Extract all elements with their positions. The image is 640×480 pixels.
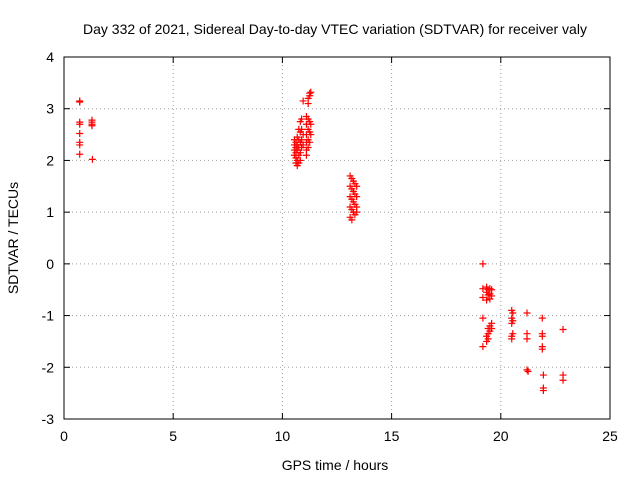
grid: [64, 57, 610, 419]
y-tick-label: 0: [46, 256, 54, 272]
y-tick-label: -3: [42, 411, 55, 427]
data-point: [479, 314, 487, 322]
data-point: [509, 330, 517, 338]
data-point: [298, 136, 306, 144]
data-point: [76, 98, 84, 106]
data-point: [353, 208, 361, 216]
y-tick-label: 3: [46, 101, 54, 117]
data-point: [88, 155, 96, 163]
data-point: [488, 292, 496, 300]
data-point: [523, 366, 531, 374]
data-point: [296, 156, 304, 164]
data-point: [353, 182, 361, 190]
plot-frame: [63, 56, 611, 420]
data-point: [88, 122, 96, 130]
data-point: [306, 138, 314, 146]
data-point: [299, 97, 307, 105]
data-point: [509, 317, 517, 325]
data-point: [76, 141, 84, 149]
data-point: [298, 115, 306, 123]
tick-labels: 0 5 10 15 20 25 -3 -2 -1 0 1 2 3 4: [42, 49, 618, 444]
data-point: [524, 367, 532, 375]
y-tick-label: 2: [46, 152, 54, 168]
data-point: [296, 149, 304, 157]
data-point: [76, 150, 84, 158]
x-tick-label: 25: [602, 428, 618, 444]
data-point: [304, 144, 312, 151]
x-axis-label: GPS time / hours: [282, 457, 389, 473]
data-point: [479, 285, 487, 293]
data-point: [523, 309, 531, 317]
data-point: [302, 151, 310, 159]
data-point: [508, 335, 516, 343]
x-tick-label: 0: [60, 428, 68, 444]
data-point: [348, 216, 356, 224]
data-point: [307, 120, 315, 128]
data-point: [523, 335, 531, 343]
data-point: [486, 295, 494, 303]
data-point: [559, 376, 567, 384]
data-point: [539, 371, 547, 379]
axis-ticks: [63, 56, 611, 420]
y-axis-label: SDTVAR / TECUs: [5, 182, 21, 294]
y-tick-label: 1: [46, 204, 54, 220]
data-point: [538, 314, 546, 322]
data-point: [488, 325, 496, 332]
x-tick-label: 10: [275, 428, 291, 444]
data-point: [509, 309, 517, 317]
data-point: [353, 193, 361, 201]
data-point: [76, 120, 84, 128]
chart-title: Day 332 of 2021, Sidereal Day-to-day VTE…: [83, 21, 587, 37]
x-tick-label: 20: [493, 428, 509, 444]
data-point: [488, 286, 496, 294]
data-point: [306, 92, 314, 100]
data-point: [479, 260, 487, 268]
data-point: [484, 335, 492, 343]
data-point: [298, 125, 306, 133]
data-point: [479, 343, 487, 351]
y-tick-label: -2: [42, 359, 55, 375]
x-tick-label: 15: [384, 428, 400, 444]
data-point: [538, 345, 546, 353]
x-tick-label: 5: [169, 428, 177, 444]
y-tick-label: 4: [46, 49, 54, 65]
data-point: [559, 326, 567, 334]
data-point: [304, 100, 312, 108]
data-point: [539, 387, 547, 395]
data-point: [307, 88, 315, 96]
y-tick-label: -1: [42, 308, 55, 324]
data-point: [483, 296, 491, 304]
data-points: [76, 88, 567, 395]
data-point: [76, 130, 84, 138]
data-point: [538, 332, 546, 340]
data-point: [479, 293, 487, 301]
data-point: [307, 131, 315, 139]
